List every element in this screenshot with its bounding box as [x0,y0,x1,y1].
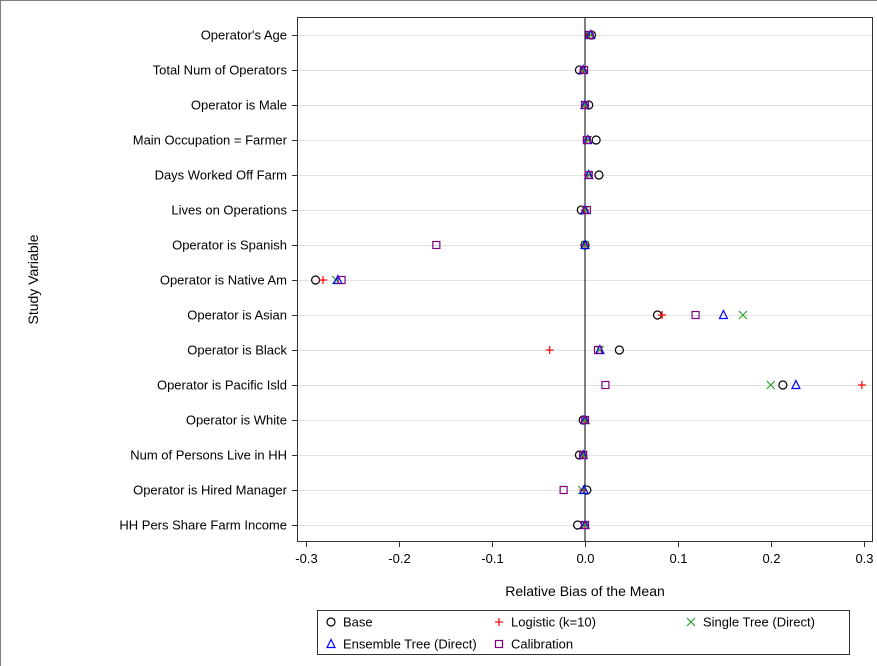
legend-item-logistic-k-10: Logistic (k=10) [495,615,596,630]
legend-item-base: Base [326,615,373,630]
x-tick-label: -0.3 [295,551,317,566]
point-base-days-worked-off-farm [594,170,604,180]
legend-item-single-tree-direct: Single Tree (Direct) [686,615,815,630]
y-tick-label-lives-on-operations: Lives on Operations [171,203,287,218]
legend-label-calibration: Calibration [511,637,573,652]
legend: Base Logistic (k=10) Single Tree (Direct) E… [317,610,850,655]
point-calibration-operator-is-hired-manager [559,485,568,495]
y-tick-label-operator-is-male: Operator is Male [191,98,287,113]
legend-marker-single-tree-direct [686,617,696,627]
point-calibration-operator-is-pacific-isld [601,380,610,390]
point-calibration-operator-is-white [580,415,590,425]
point-single-tree-direct-operator-is-spanish [580,240,590,250]
point-calibration-lives-on-operations [582,205,591,215]
x-axis: -0.3 -0.2 -0.1 0.0 0.1 0.2 0.3 [295,542,874,566]
point-calibration-operator-is-native-am [337,275,346,285]
point-single-tree-direct-operator-is-white [580,415,590,425]
x-tick-label: 0.1 [669,551,687,566]
point-calibration-operator-s-age [585,30,594,40]
x-tick-label: -0.1 [481,551,503,566]
point-single-tree-direct-lives-on-operations [580,205,590,215]
point-ensemble-tree-direct-operator-is-hired-manager [579,484,590,495]
y-tick-label-operator-is-black: Operator is Black [187,343,287,358]
point-logistic-k-10-operator-is-native-am [319,276,328,284]
y-tick-label-operator-is-pacific-isld: Operator is Pacific Isld [157,378,287,393]
legend-marker-base [326,617,336,627]
point-calibration-hh-pers-share-farm-income [580,520,590,530]
y-tick-label-main-occupation-farmer: Main Occupation = Farmer [133,133,288,148]
series-calibration [337,30,700,530]
point-single-tree-direct-operator-is-asian [738,310,748,320]
point-logistic-k-10-operator-is-black [545,346,554,354]
y-tick-label-days-worked-off-farm: Days Worked Off Farm [155,168,287,183]
y-tick-label-operator-is-native-am: Operator is Native Am [160,273,287,288]
y-axis-title: Study Variable [25,234,41,324]
point-calibration-operator-is-spanish [432,240,441,250]
point-ensemble-tree-direct-operator-is-pacific-isld [790,379,801,390]
point-base-operator-is-pacific-isld [778,380,788,390]
y-tick-label-operator-is-spanish: Operator is Spanish [172,238,287,253]
legend-item-ensemble-tree-direct: Ensemble Tree (Direct) [326,637,477,652]
legend-item-calibration: Calibration [494,637,573,652]
x-tick-label: -0.2 [388,551,410,566]
point-calibration-operator-is-asian [691,310,700,320]
y-tick-label-operator-s-age: Operator's Age [201,28,287,43]
y-axis: Operator's Age Total Num of Operators Oper… [119,28,297,533]
point-logistic-k-10-operator-is-asian [658,311,667,319]
legend-label-single-tree-direct: Single Tree (Direct) [703,615,815,630]
y-tick-label-operator-is-hired-manager: Operator is Hired Manager [133,483,288,498]
y-tick-label-num-of-persons-live-in-hh: Num of Persons Live in HH [130,448,287,463]
legend-label-ensemble-tree-direct: Ensemble Tree (Direct) [343,637,477,652]
point-ensemble-tree-direct-operator-is-asian [718,309,729,320]
point-calibration-operator-is-male [580,100,590,110]
x-tick-label: 0.3 [855,551,873,566]
y-tick-label-operator-is-asian: Operator is Asian [187,308,287,323]
point-calibration-main-occupation-farmer [582,135,591,145]
legend-marker-calibration [494,639,504,649]
point-logistic-k-10-operator-is-pacific-isld [857,381,866,389]
x-axis-title: Relative Bias of the Mean [505,583,665,599]
legend-marker-logistic-k-10 [495,618,503,626]
point-base-operator-is-black [614,345,624,355]
y-tick-label-total-num-of-operators: Total Num of Operators [153,63,288,78]
point-ensemble-tree-direct-operator-is-spanish [580,239,590,250]
legend-label-base: Base [343,615,373,630]
point-single-tree-direct-days-worked-off-farm [584,170,594,180]
point-calibration-total-num-of-operators [579,65,589,75]
point-single-tree-direct-num-of-persons-live-in-hh [578,450,588,460]
legend-box [317,610,850,655]
point-calibration-days-worked-off-farm [584,170,593,180]
point-calibration-num-of-persons-live-in-hh [579,450,588,460]
y-tick-label-operator-is-white: Operator is White [186,413,287,428]
x-tick-label: 0.0 [576,551,594,566]
data-markers [310,29,866,530]
point-base-main-occupation-farmer [591,135,601,145]
y-tick-label-hh-pers-share-farm-income: HH Pers Share Farm Income [119,518,287,533]
plot-area-border [297,17,873,542]
point-single-tree-direct-operator-is-black [595,345,605,355]
point-single-tree-direct-operator-is-pacific-isld [766,380,776,390]
legend-marker-ensemble-tree-direct [326,638,336,649]
point-single-tree-direct-operator-is-male [580,100,590,110]
point-calibration-operator-is-black [593,345,603,355]
point-single-tree-direct-hh-pers-share-farm-income [580,520,590,530]
legend-label-logistic-k-10: Logistic (k=10) [511,615,596,630]
x-tick-label: 0.2 [762,551,780,566]
